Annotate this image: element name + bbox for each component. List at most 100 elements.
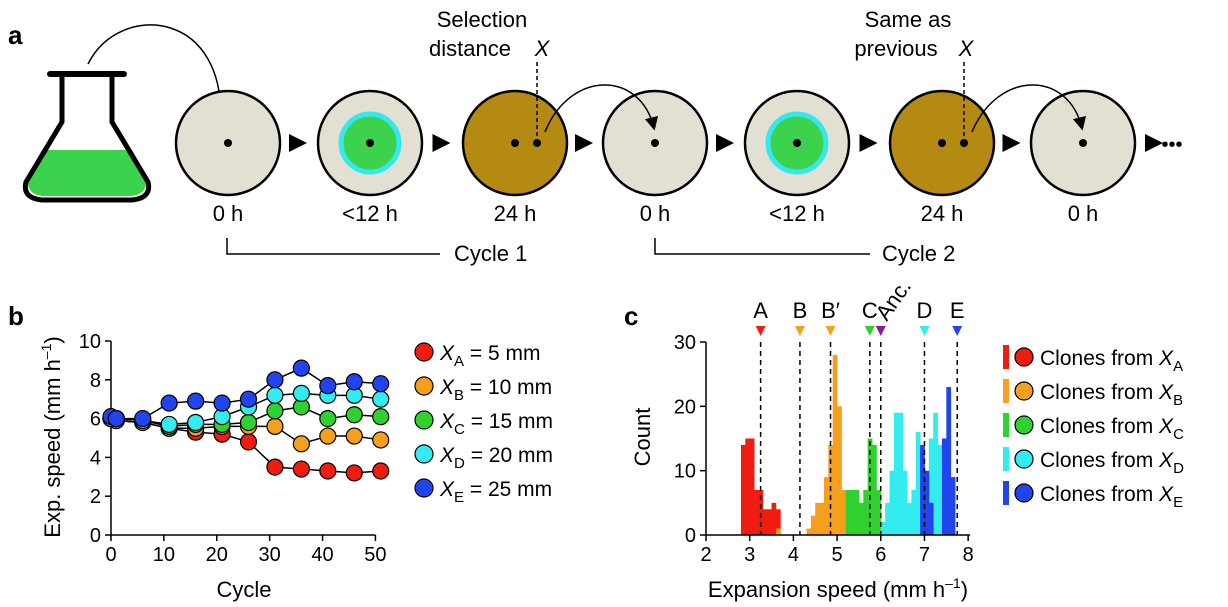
step-arrow-1 — [289, 134, 307, 152]
legend-c-bar-C — [1003, 413, 1009, 437]
plate-2-time: <12 h — [342, 201, 398, 226]
hist-bar-A — [767, 509, 772, 535]
step-arrow-2 — [432, 134, 451, 152]
legend-b-label-D: XD = 20 mm — [439, 444, 553, 472]
hist-bar-A — [775, 509, 781, 535]
hist-bar-A — [749, 438, 755, 535]
series-point-B — [292, 435, 310, 453]
panel-c-xtick-label: 6 — [875, 544, 886, 566]
series-point-E — [107, 410, 125, 428]
series-point-B — [319, 427, 337, 445]
hist-bar-B — [837, 406, 842, 535]
panel-b-xtick-label: 40 — [311, 544, 333, 566]
transfer-arrow-1 — [544, 84, 659, 133]
panel-c-ytick-label: 0 — [685, 525, 696, 547]
legend-b-label-E: XE = 25 mm — [439, 478, 552, 506]
cycle2-label: Cycle 2 — [882, 241, 955, 266]
hist-bar-E — [950, 477, 956, 535]
hist-bar-D — [933, 412, 938, 535]
step-arrow-6 — [1002, 134, 1021, 152]
series-point-A — [372, 462, 390, 480]
series-point-A — [239, 433, 258, 451]
plate-3-selection-dot — [533, 139, 541, 147]
legend-c-swatch-B — [1014, 381, 1034, 401]
legend-c-bar-D — [1003, 447, 1009, 471]
panel-b-ytick-label: 8 — [90, 370, 101, 392]
series-point-E — [372, 375, 390, 393]
series-point-A — [292, 460, 310, 478]
series-point-D — [372, 390, 390, 408]
hist-bar-C — [850, 489, 855, 535]
marker-label-1: A — [753, 298, 768, 323]
panel-c-ylabel: Count — [630, 408, 655, 467]
hist-bar-B — [806, 528, 812, 535]
marker-triangle-7 — [952, 326, 963, 336]
series-point-E — [319, 377, 337, 395]
panel-b-ytick-label: 6 — [90, 409, 101, 431]
legend-c-label-D: Clones from XD — [1040, 449, 1184, 477]
plate-5-center-dot — [793, 139, 801, 147]
transfer-arrow-2 — [971, 84, 1087, 133]
step-arrow-5 — [859, 134, 878, 152]
plate-4-center-dot — [651, 139, 659, 147]
series-point-C — [345, 406, 363, 424]
legend-c-bar-B — [1003, 379, 1009, 403]
same-label-line2: previous — [854, 36, 937, 61]
legend-b-label-C: XC = 15 mm — [439, 410, 553, 438]
hist-bar-B — [775, 528, 781, 535]
hist-bar-A — [771, 502, 777, 535]
panel-b-ytick-label: 2 — [90, 486, 101, 508]
marker-label-7: E — [950, 298, 965, 323]
legend-b-label-B: XB = 10 mm — [439, 376, 552, 404]
legend-c-swatch-D — [1014, 449, 1034, 469]
legend-b-label-A: XA = 5 mm — [439, 342, 540, 370]
series-point-E — [345, 373, 363, 391]
marker-triangle-5 — [875, 326, 886, 336]
hist-bar-D — [898, 412, 904, 535]
marker-triangle-6 — [919, 326, 930, 336]
panel-c-ytick-label: 10 — [674, 461, 696, 483]
hist-bar-E — [924, 470, 930, 535]
marker-triangle-4 — [864, 326, 875, 336]
series-point-D — [160, 415, 178, 434]
plate-6-selection-dot — [960, 139, 968, 147]
plate-7-center-dot — [1079, 139, 1087, 147]
hist-bar-D — [915, 432, 921, 535]
hist-bar-C — [872, 444, 877, 535]
panel-b-xtick-label: 0 — [105, 544, 116, 566]
plate-5-time: <12 h — [769, 201, 825, 226]
selection-label-line1: Selection — [437, 7, 528, 32]
hist-bar-D — [906, 502, 912, 535]
series-point-E — [292, 359, 310, 377]
hist-bar-B — [819, 502, 825, 535]
legend-c-label-A: Clones from XA — [1040, 347, 1183, 375]
ellipsis: ••• — [1161, 134, 1182, 156]
panel-c-ytick-label: 20 — [674, 396, 696, 418]
cycle2-bracket — [654, 238, 870, 255]
panel-b-xtick-label: 50 — [364, 544, 386, 566]
legend-c-label-E: Clones from XE — [1040, 483, 1183, 511]
hist-bar-A — [762, 509, 768, 535]
cycle1-label: Cycle 1 — [454, 241, 527, 266]
legend-b-swatch-B — [414, 376, 434, 396]
series-point-A — [266, 458, 284, 476]
series-point-B — [266, 417, 284, 435]
marker-label-2: B — [793, 298, 808, 323]
hist-bar-B — [810, 515, 816, 535]
inoculation-arrow — [87, 24, 228, 131]
step-arrow-7 — [1145, 134, 1163, 152]
hist-bar-C — [858, 502, 864, 535]
series-point-B — [345, 427, 363, 445]
marker-triangle-2 — [794, 326, 805, 336]
hist-bar-D — [911, 489, 917, 535]
series-point-D — [292, 384, 310, 402]
hist-bar-D — [880, 522, 886, 535]
hist-bar-D — [928, 438, 934, 535]
panel-c-xtick-label: 3 — [744, 544, 755, 566]
hist-bar-B — [815, 502, 820, 535]
hist-bar-A — [745, 438, 751, 535]
panel-b-xlabel: Cycle — [216, 577, 271, 602]
hist-bar-C — [854, 489, 860, 535]
marker-label-4: C — [862, 298, 878, 323]
